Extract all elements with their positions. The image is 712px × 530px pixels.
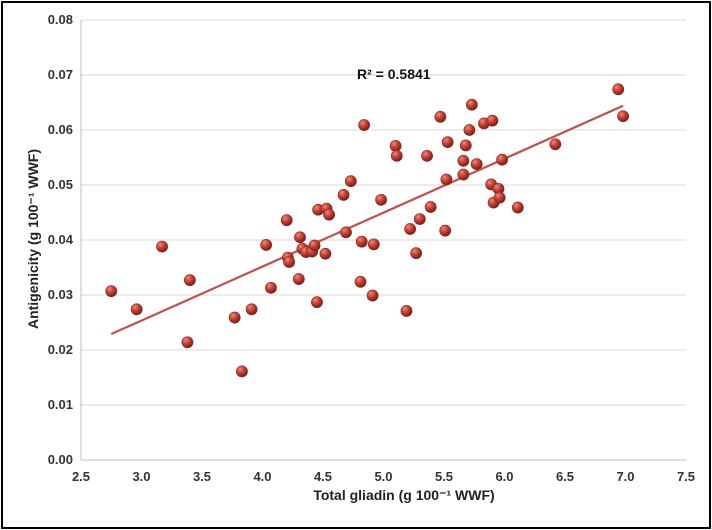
data-point [311,296,323,309]
data-point [245,303,258,316]
x-tick-label: 7.0 [616,469,634,484]
data-point [459,139,472,152]
data-point [337,188,350,201]
data-point [389,140,402,152]
data-point [465,98,478,111]
y-tick-label: 0.07 [48,67,73,82]
x-tick-label: 4.5 [314,469,332,484]
x-tick-label: 3.0 [132,469,150,484]
data-point [424,201,437,213]
data-point [105,285,118,298]
data-point [549,138,562,151]
data-point [375,193,387,206]
data-point [496,153,508,166]
data-points [105,83,629,378]
data-point [354,275,367,288]
x-tick-label: 2.5 [72,469,90,484]
data-point [457,154,470,167]
y-axis-title: Antigenicity (g 100⁻¹ WWF) [25,149,41,329]
data-point [434,110,447,123]
y-tick-label: 0.04 [48,232,74,247]
data-point [358,119,371,131]
data-point [183,274,196,287]
gridlines [81,19,686,406]
y-tick-labels: 0.00 0.01 0.02 0.03 0.04 0.05 0.06 0.07 0.08 [48,12,74,467]
data-point [390,149,403,162]
data-point [470,158,483,170]
y-tick-label: 0.01 [48,397,73,412]
trendline [110,104,624,336]
data-point [181,336,194,349]
data-point [457,168,470,181]
y-tick-label: 0.00 [48,452,73,467]
x-tick-label: 7.5 [677,469,695,484]
data-point [156,240,168,253]
x-tick-label: 5.0 [374,469,392,484]
data-point [323,208,335,221]
data-point [486,114,499,127]
data-point [612,83,625,96]
data-point [228,311,241,324]
data-point [130,303,143,316]
data-point [366,289,379,302]
data-point [421,149,433,162]
data-point [511,201,524,214]
data-point [265,281,277,294]
r-squared-annotation: R² = 0.5841 [357,66,431,82]
data-point [236,365,248,378]
data-point [404,223,417,235]
data-point [308,239,321,252]
y-tick-label: 0.03 [48,287,73,302]
x-tick-label: 5.5 [435,469,453,484]
axes [80,20,686,461]
data-point [283,256,296,268]
data-point [344,175,357,188]
x-tick-label: 4.0 [253,469,271,484]
data-point [413,213,426,225]
x-tick-label: 3.5 [193,469,211,484]
x-tick-label: 6.0 [495,469,513,484]
data-point [367,238,380,251]
data-point [440,173,453,186]
x-tick-labels: 2.5 3.0 3.5 4.0 4.5 5.0 5.5 6.0 6.5 7.0 7.5 [72,469,695,484]
data-point [493,191,506,204]
data-point [617,110,629,123]
data-point [463,124,476,136]
data-point [319,247,332,260]
y-tick-label: 0.05 [48,177,73,192]
data-point [280,214,293,227]
y-tick-label: 0.08 [48,12,73,27]
trendline-layer [110,104,624,336]
data-point [260,239,273,251]
x-tick-label: 6.5 [556,469,574,484]
data-point [292,273,305,285]
data-point [294,231,306,244]
data-point [340,226,352,239]
x-axis-title: Total gliadin (g 100⁻¹ WWF) [313,487,494,503]
y-tick-label: 0.06 [48,122,73,137]
data-point [400,305,413,317]
data-point [439,224,452,237]
data-point [441,136,454,148]
y-tick-label: 0.02 [48,342,73,357]
data-point [355,235,368,248]
data-point [410,247,423,260]
